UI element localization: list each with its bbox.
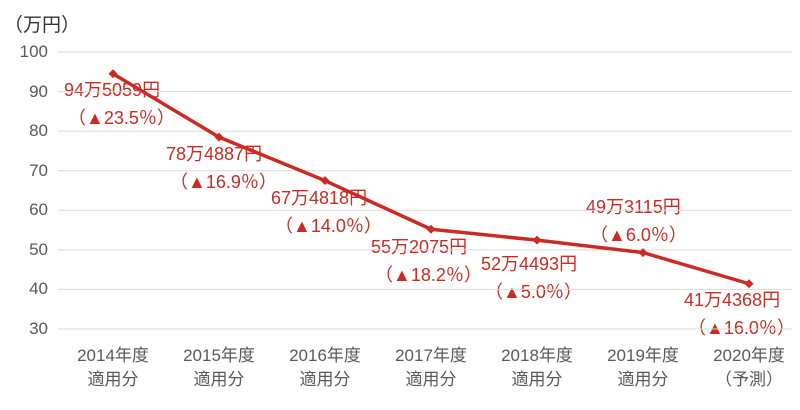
data-label-pct: （▲16.0％） [688, 318, 795, 338]
x-tick-sub: 適用分 [193, 370, 245, 389]
data-label-pct: （▲5.0％） [485, 282, 582, 302]
x-tick-year: 2015年度 [183, 346, 255, 365]
data-label-value: 94万5059円 [64, 80, 161, 100]
x-tick-sub: 適用分 [405, 370, 457, 389]
data-label-2016: 67万4818円 （▲14.0％） [271, 184, 382, 240]
data-label-2014: 94万5059円 （▲23.5％） [64, 76, 175, 132]
x-tick-year: 2016年度 [289, 346, 361, 365]
x-tick-label-2015: 2015年度 適用分 [159, 344, 279, 392]
x-tick-sub: 適用分 [617, 370, 669, 389]
x-tick-sub: 適用分 [511, 370, 563, 389]
y-tick-label: 90 [29, 81, 48, 101]
x-tick-sub: 適用分 [299, 370, 351, 389]
y-tick-label: 30 [29, 319, 48, 338]
data-label-2015: 78万4887円 （▲16.9％） [166, 140, 277, 196]
y-tick-label: 100 [19, 42, 48, 61]
y-tick-label: 40 [29, 279, 48, 299]
x-tick-label-2020: 2020年度 （予測） [689, 344, 800, 392]
data-point-marker [744, 279, 754, 289]
x-tick-label-2014: 2014年度 適用分 [53, 344, 173, 392]
data-point-marker [532, 235, 542, 245]
data-label-2017: 55万2075円 （▲18.2％） [371, 233, 482, 289]
data-label-value: 52万4493円 [481, 254, 578, 274]
data-label-pct: （▲16.9％） [170, 172, 277, 192]
data-point-marker [214, 132, 224, 142]
data-label-pct: （▲18.2％） [375, 265, 482, 285]
x-tick-label-2017: 2017年度 適用分 [371, 344, 491, 392]
x-tick-sub: 適用分 [87, 370, 139, 389]
data-point-marker [426, 224, 436, 234]
y-tick-label: 60 [29, 200, 48, 220]
x-tick-year: 2020年度 [713, 346, 785, 365]
x-tick-year: 2019年度 [607, 346, 679, 365]
data-point-marker [320, 176, 330, 186]
x-tick-label-2016: 2016年度 適用分 [265, 344, 385, 392]
data-label-2018: 52万4493円 （▲5.0％） [481, 250, 582, 306]
data-label-value: 55万2075円 [371, 237, 468, 257]
series-line [111, 71, 751, 286]
y-axis-title: （万円） [4, 15, 81, 36]
x-tick-year: 2017年度 [395, 346, 467, 365]
data-point-marker [638, 248, 648, 258]
y-tick-label: 80 [29, 121, 48, 141]
data-label-2019: 49万3115円 （▲6.0％） [586, 193, 687, 249]
x-tick-sub: （予測） [715, 370, 783, 389]
data-label-pct: （▲6.0％） [590, 225, 687, 245]
y-tick-label: 70 [29, 160, 48, 180]
data-point-marker [108, 69, 118, 79]
data-label-pct: （▲23.5％） [68, 108, 175, 128]
x-tick-year: 2014年度 [77, 346, 149, 365]
x-tick-label-2019: 2019年度 適用分 [583, 344, 703, 392]
x-tick-year: 2018年度 [501, 346, 573, 365]
data-label-value: 49万3115円 [586, 197, 681, 217]
x-tick-label-2018: 2018年度 適用分 [477, 344, 597, 392]
data-label-pct: （▲14.0％） [275, 216, 382, 236]
y-tick-label: 50 [29, 239, 48, 259]
data-label-value: 67万4818円 [271, 188, 368, 208]
data-label-value: 41万4368円 [684, 290, 781, 310]
data-label-2020: 41万4368円 （▲16.0％） [684, 286, 795, 342]
data-label-value: 78万4887円 [166, 144, 263, 164]
